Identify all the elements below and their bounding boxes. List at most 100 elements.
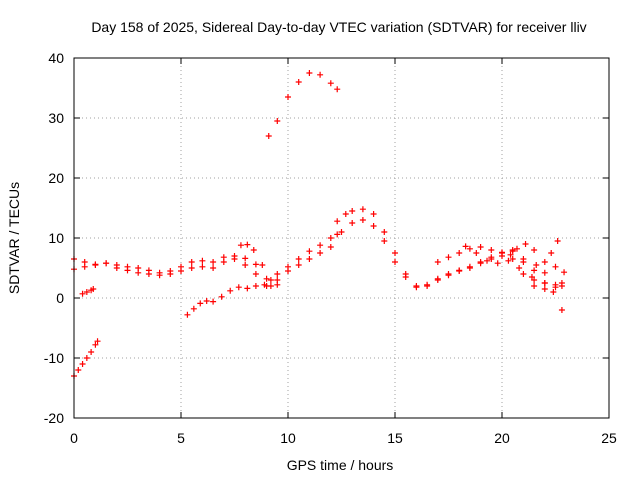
data-point xyxy=(462,243,469,250)
data-point xyxy=(244,285,251,292)
series-track-2 xyxy=(79,286,97,297)
data-point xyxy=(317,242,324,249)
data-point xyxy=(250,247,257,253)
data-point xyxy=(197,300,204,307)
data-point xyxy=(94,338,101,345)
data-point xyxy=(327,235,334,241)
x-tick-label: 5 xyxy=(177,430,185,446)
data-point xyxy=(90,286,97,292)
data-point xyxy=(359,206,366,213)
data-point xyxy=(359,217,366,223)
data-point xyxy=(466,265,473,271)
data-point xyxy=(88,349,95,355)
data-point xyxy=(531,247,538,253)
data-point xyxy=(103,260,110,267)
data-point xyxy=(242,262,249,268)
y-tick-label: 40 xyxy=(48,50,64,66)
data-point xyxy=(456,268,463,274)
data-point xyxy=(558,307,565,313)
data-point xyxy=(306,70,313,76)
data-point xyxy=(327,244,334,250)
data-point xyxy=(285,94,291,100)
data-point xyxy=(445,272,452,279)
data-point xyxy=(188,259,195,265)
data-point xyxy=(445,254,452,261)
series-track-9 xyxy=(338,217,565,292)
data-point xyxy=(267,283,274,289)
data-point xyxy=(317,71,324,78)
data-point xyxy=(156,272,163,279)
data-point xyxy=(494,260,501,267)
data-point xyxy=(528,274,535,280)
data-point xyxy=(227,287,234,294)
data-point xyxy=(392,250,398,256)
data-point xyxy=(561,269,568,276)
data-point xyxy=(548,250,555,256)
data-point xyxy=(413,284,420,291)
data-point xyxy=(520,256,527,262)
data-point xyxy=(317,250,324,256)
data-point xyxy=(145,271,152,277)
x-tick-label: 10 xyxy=(280,430,296,446)
data-point xyxy=(466,245,473,252)
data-point xyxy=(295,79,302,85)
y-tick-label: 10 xyxy=(48,230,64,246)
data-point xyxy=(265,133,272,139)
data-point xyxy=(334,86,341,93)
data-point xyxy=(306,256,313,262)
data-point xyxy=(75,367,82,373)
y-axis-label: SDTVAR / TECUs xyxy=(6,182,22,294)
data-point xyxy=(190,305,197,312)
data-point xyxy=(274,281,281,288)
data-point xyxy=(334,218,341,225)
series-track-11 xyxy=(462,241,538,267)
chart-title: Day 158 of 2025, Sidereal Day-to-day VTE… xyxy=(91,19,586,35)
series-track-4 xyxy=(71,244,334,289)
data-point xyxy=(456,250,463,256)
data-point xyxy=(507,251,514,258)
data-point xyxy=(477,244,484,250)
data-point xyxy=(434,259,441,265)
data-point xyxy=(261,281,268,288)
x-axis-label: GPS time / hours xyxy=(287,457,394,473)
data-point xyxy=(210,298,217,305)
series-track-1 xyxy=(71,338,101,379)
data-point xyxy=(370,223,377,229)
series-track-6 xyxy=(237,241,281,288)
data-point xyxy=(541,286,548,292)
series-track-12 xyxy=(509,247,568,276)
data-point xyxy=(327,80,334,87)
data-point xyxy=(370,211,377,217)
data-point xyxy=(135,269,142,276)
y-tick-label: -20 xyxy=(44,410,64,426)
data-point xyxy=(488,247,495,253)
data-point xyxy=(267,277,274,283)
data-point xyxy=(552,284,559,291)
y-tick-label: 0 xyxy=(56,290,64,306)
x-tick-label: 15 xyxy=(387,430,403,446)
data-point xyxy=(334,231,341,238)
data-point xyxy=(550,289,557,295)
data-point xyxy=(295,256,302,262)
data-point xyxy=(484,257,491,264)
data-point xyxy=(199,257,206,264)
data-layer xyxy=(71,70,568,379)
data-point xyxy=(178,268,184,274)
data-point xyxy=(434,277,441,283)
data-point xyxy=(477,260,484,267)
axis-ticks: 0 5 10 15 20 25 -20 -10 0 10 20 30 40 xyxy=(44,50,617,446)
data-point xyxy=(237,242,244,249)
data-point xyxy=(509,247,516,253)
series-track-13 xyxy=(533,238,561,268)
data-point xyxy=(92,341,99,348)
data-point xyxy=(263,275,270,282)
data-point xyxy=(184,311,191,318)
data-point xyxy=(488,256,495,262)
data-point xyxy=(124,267,131,274)
data-point xyxy=(231,256,238,262)
data-point xyxy=(210,265,217,271)
data-point xyxy=(259,262,266,268)
data-point xyxy=(349,208,356,214)
